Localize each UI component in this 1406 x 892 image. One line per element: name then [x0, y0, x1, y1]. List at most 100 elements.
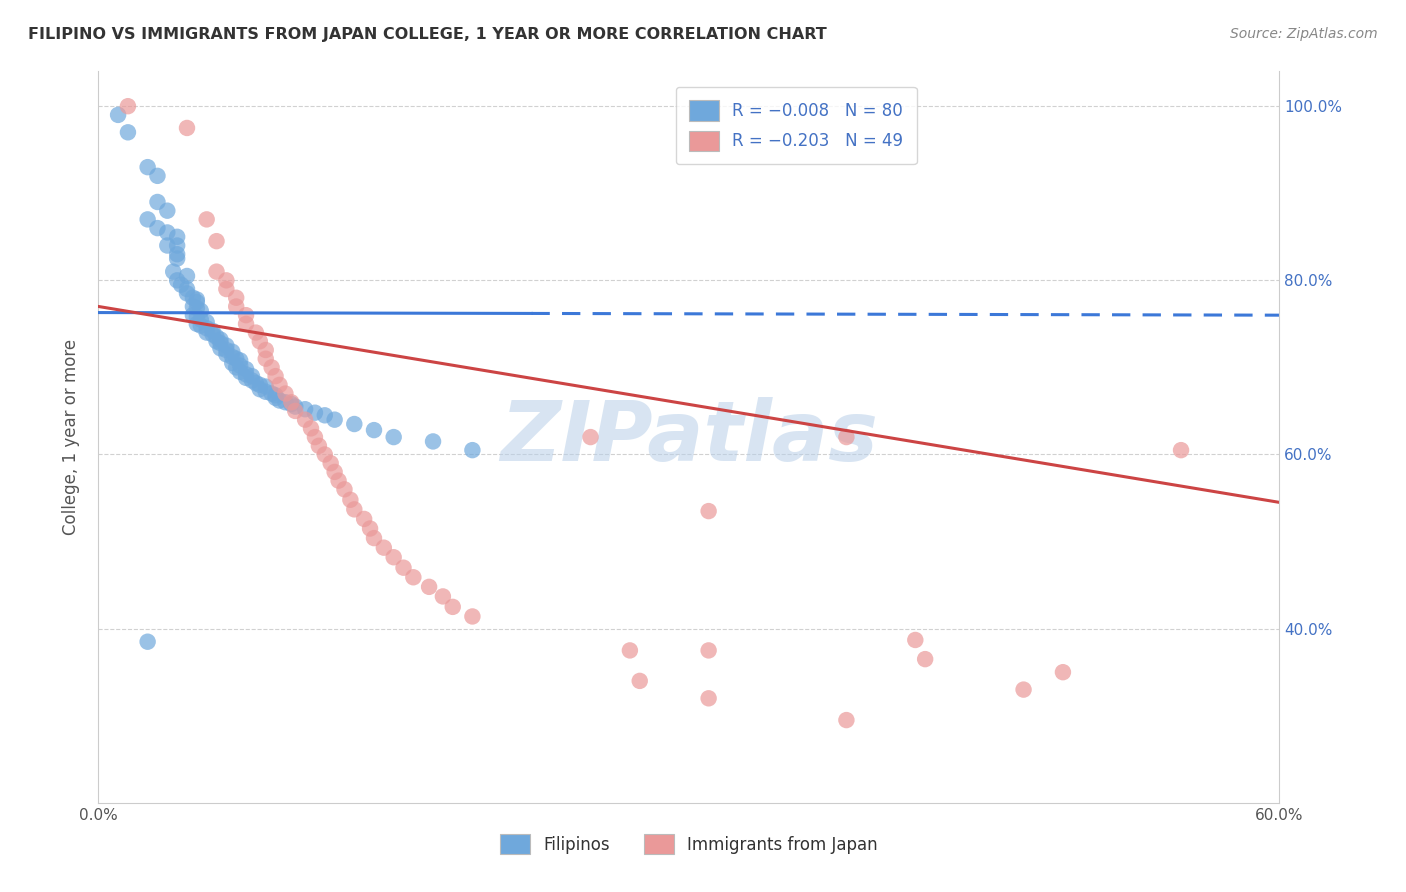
Point: [343, 417, 366, 431]
Point: [186, 293, 208, 307]
Point: [166, 252, 188, 266]
Point: [209, 336, 232, 351]
Point: [260, 386, 283, 401]
Point: [328, 474, 350, 488]
Point: [136, 634, 159, 648]
Point: [136, 212, 159, 227]
Point: [264, 388, 287, 402]
Point: [299, 421, 322, 435]
Point: [156, 226, 179, 240]
Point: [215, 347, 238, 361]
Point: [190, 318, 212, 333]
Point: [579, 430, 602, 444]
Point: [166, 273, 188, 287]
Point: [835, 713, 858, 727]
Point: [461, 609, 484, 624]
Point: [353, 512, 375, 526]
Point: [304, 406, 326, 420]
Point: [186, 301, 208, 316]
Point: [249, 334, 271, 349]
Point: [294, 402, 316, 417]
Point: [249, 377, 271, 392]
Point: [245, 376, 267, 390]
Point: [162, 265, 184, 279]
Point: [146, 169, 169, 183]
Point: [195, 315, 218, 329]
Point: [166, 247, 188, 261]
Point: [166, 229, 188, 244]
Point: [269, 377, 291, 392]
Point: [418, 580, 440, 594]
Point: [240, 369, 263, 384]
Point: [260, 360, 283, 375]
Point: [274, 386, 297, 401]
Point: [254, 343, 277, 357]
Point: [619, 643, 641, 657]
Point: [146, 194, 169, 209]
Point: [209, 341, 232, 355]
Point: [205, 330, 228, 344]
Point: [107, 108, 129, 122]
Point: [156, 203, 179, 218]
Point: [195, 212, 218, 227]
Point: [186, 317, 208, 331]
Point: [697, 691, 720, 706]
Legend: Filipinos, Immigrants from Japan: Filipinos, Immigrants from Japan: [486, 821, 891, 868]
Point: [225, 291, 247, 305]
Y-axis label: College, 1 year or more: College, 1 year or more: [62, 339, 80, 535]
Point: [186, 310, 208, 324]
Point: [835, 430, 858, 444]
Point: [176, 286, 198, 301]
Point: [146, 221, 169, 235]
Point: [314, 409, 336, 423]
Point: [280, 397, 302, 411]
Text: ZIPatlas: ZIPatlas: [501, 397, 877, 477]
Point: [221, 356, 243, 370]
Point: [628, 673, 651, 688]
Point: [235, 362, 257, 376]
Point: [215, 338, 238, 352]
Point: [117, 99, 139, 113]
Point: [363, 423, 385, 437]
Point: [343, 502, 366, 516]
Point: [205, 265, 228, 279]
Point: [254, 351, 277, 366]
Point: [392, 560, 415, 574]
Point: [914, 652, 936, 666]
Point: [205, 334, 228, 349]
Point: [245, 326, 267, 340]
Point: [254, 384, 277, 399]
Point: [176, 268, 198, 283]
Point: [235, 317, 257, 331]
Point: [215, 282, 238, 296]
Point: [235, 368, 257, 382]
Point: [697, 504, 720, 518]
Point: [195, 326, 218, 340]
Point: [269, 393, 291, 408]
Point: [314, 448, 336, 462]
Point: [190, 303, 212, 318]
Point: [181, 291, 204, 305]
Point: [274, 395, 297, 409]
Point: [1052, 665, 1074, 680]
Point: [402, 570, 425, 584]
Point: [323, 412, 346, 426]
Point: [382, 550, 405, 565]
Point: [373, 541, 395, 555]
Point: [264, 391, 287, 405]
Point: [229, 353, 252, 368]
Point: [176, 120, 198, 135]
Point: [195, 321, 218, 335]
Text: Source: ZipAtlas.com: Source: ZipAtlas.com: [1230, 27, 1378, 41]
Point: [201, 327, 224, 342]
Point: [225, 300, 247, 314]
Point: [363, 531, 385, 545]
Point: [697, 643, 720, 657]
Point: [205, 234, 228, 248]
Point: [209, 333, 232, 347]
Point: [284, 404, 307, 418]
Point: [186, 295, 208, 310]
Point: [249, 382, 271, 396]
Point: [333, 483, 356, 497]
Point: [181, 308, 204, 322]
